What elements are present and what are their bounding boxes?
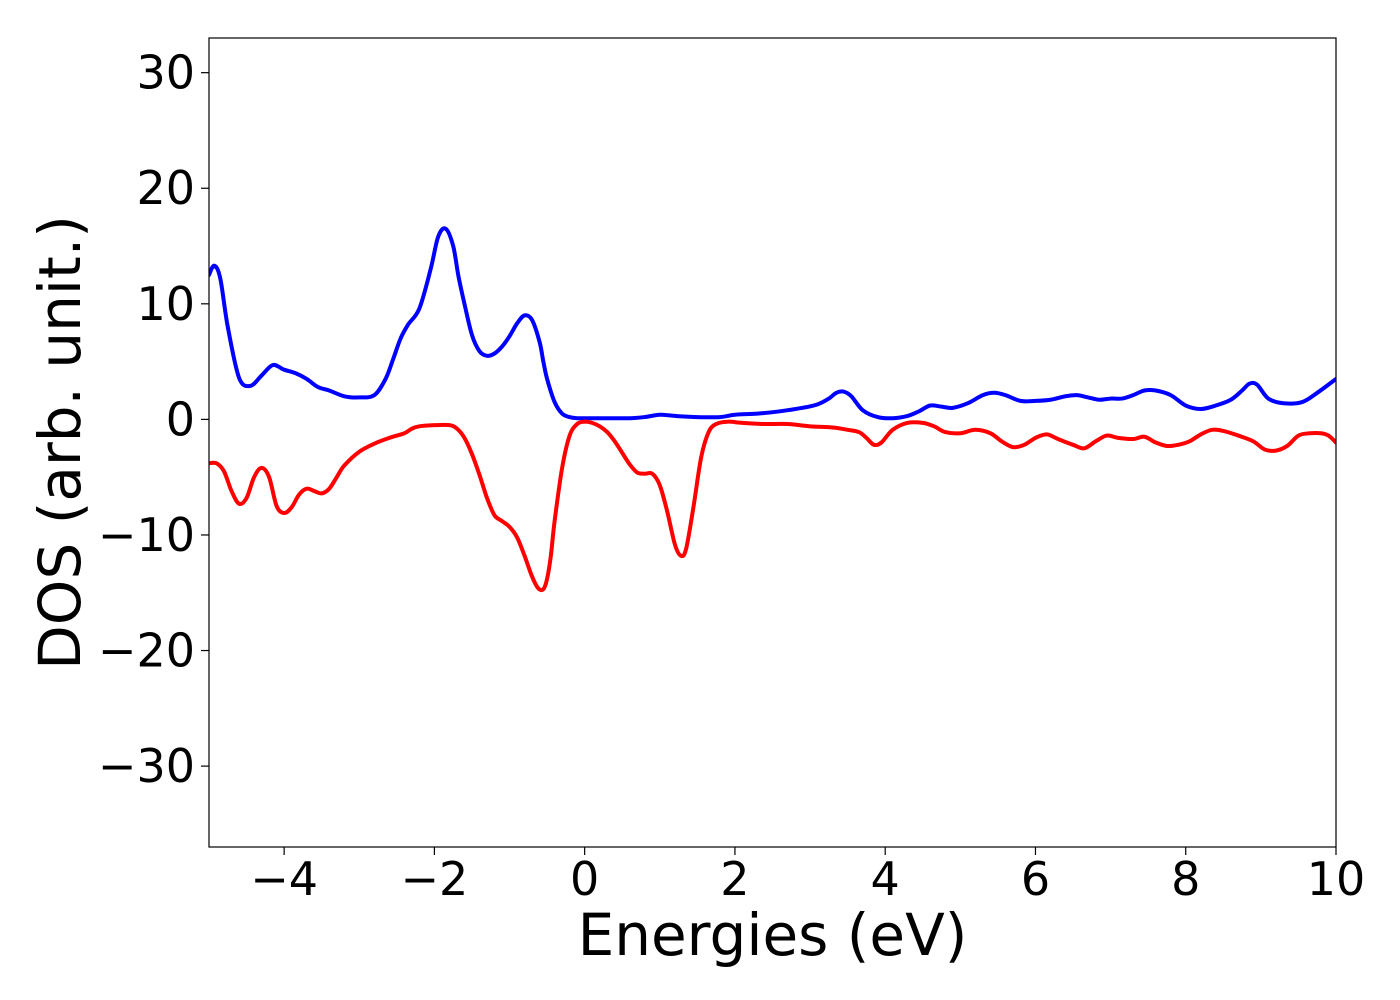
x-tick-label: 2 [720,852,749,906]
y-tick-label: 30 [136,46,195,100]
x-tick-label: 6 [1021,852,1050,906]
x-tick-label: 10 [1307,852,1366,906]
y-tick-label: −10 [98,508,195,562]
x-tick-label: −4 [250,852,318,906]
x-axis-ticks: −4 −2 0 2 4 6 8 10 [250,847,1365,906]
y-tick-label: 10 [136,277,195,331]
x-tick-label: −2 [400,852,468,906]
axes-frame [208,37,1337,848]
x-axis-title: Energies (eV) [578,901,968,969]
y-tick-label: 20 [136,161,195,215]
series-line-red [209,419,1336,593]
y-tick-label: −30 [98,739,195,793]
x-tick-label: 8 [1171,852,1200,906]
y-axis-title: DOS (arb. unit.) [26,215,94,670]
x-tick-label: 0 [570,852,599,906]
series-line-blue [209,226,1336,421]
x-tick-label: 4 [871,852,900,906]
y-axis-ticks: 30 20 10 0 −10 −20 −30 [98,46,209,793]
series-group [209,226,1336,593]
y-tick-label: 0 [166,392,195,446]
y-tick-label: −20 [98,624,195,678]
